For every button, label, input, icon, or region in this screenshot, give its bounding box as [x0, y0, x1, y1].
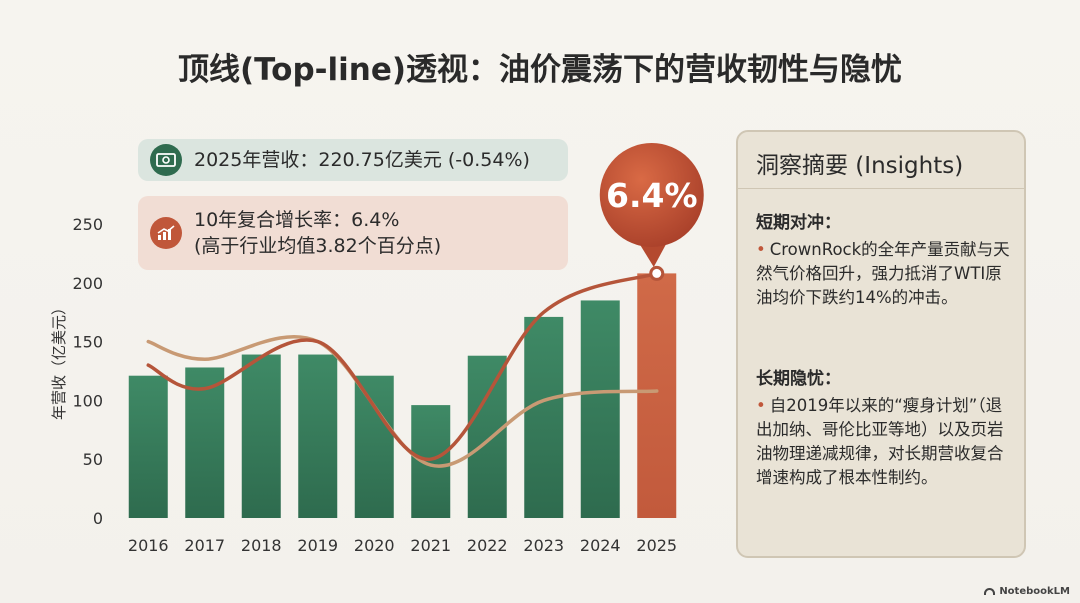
- y-tick-label: 100: [72, 391, 103, 410]
- cagr-callout: 10年复合增长率：6.4% (高于行业均值3.82个百分点): [138, 196, 568, 270]
- trend-line-2: [146, 271, 659, 461]
- page-title: 顶线(Top-line)透视：油价震荡下的营收韧性与隐忧: [177, 52, 903, 88]
- growth-chart-icon: [150, 217, 182, 249]
- big-badge-pointer: [637, 241, 668, 267]
- x-tick-label: 2016: [128, 536, 169, 555]
- x-tick-label: 2017: [184, 536, 225, 555]
- long-term-bullet-text: 自2019年以来的“瘦身计划”（退出加纳、哥伦比亚等地）以及页岩油物理递减规律，…: [756, 396, 1004, 487]
- y-tick-label: 0: [93, 509, 103, 528]
- brand-logo: NotebookLM: [984, 586, 1070, 597]
- bar-2016: [128, 375, 168, 518]
- short-term-heading: 短期对冲：: [756, 213, 841, 233]
- y-axis-label: 年营收（亿美元）: [50, 300, 68, 420]
- bar-2023: [524, 316, 564, 518]
- y-tick-label: 150: [72, 333, 103, 352]
- highlight-marker: [649, 265, 665, 281]
- bar-2017: [185, 367, 225, 518]
- x-tick-label: 2021: [410, 536, 451, 555]
- y-tick-label: 200: [72, 274, 103, 293]
- bar-2018: [241, 354, 281, 518]
- insights-divider: [738, 188, 1024, 189]
- x-tick-label: 2019: [297, 536, 338, 555]
- banknote-icon: [150, 144, 182, 176]
- short-term-bullet: • CrownRock的全年产量贡献与天然气价格回升，强力抵消了WTI原油均价下跌…: [756, 240, 1010, 307]
- insights-panel: 洞察摘要 (Insights) 短期对冲： • CrownRock的全年产量贡献与…: [736, 130, 1026, 558]
- short-term-bullet-text: CrownRock的全年产量贡献与天然气价格回升，强力抵消了WTI原油均价下跌约…: [756, 240, 1010, 307]
- big-badge-value: 6.4%: [606, 176, 698, 215]
- bar-2024: [580, 300, 620, 518]
- bar-2020: [354, 375, 394, 518]
- bar-2022: [467, 355, 507, 518]
- long-term-heading: 长期隐忧：: [756, 369, 841, 389]
- x-tick-label: 2018: [241, 536, 282, 555]
- y-tick-label: 250: [72, 215, 103, 234]
- revenue-callout-text: 2025年营收：220.75亿美元 (-0.54%): [194, 149, 530, 171]
- bar-2021: [411, 405, 451, 518]
- bar-2019: [298, 354, 338, 518]
- cagr-callout-line1: 10年复合增长率：6.4%: [194, 209, 400, 231]
- brand-name: NotebookLM: [999, 586, 1070, 597]
- notebooklm-logo-icon: [984, 588, 996, 595]
- cagr-callout-line2: (高于行业均值3.82个百分点): [194, 235, 442, 257]
- y-tick-label: 50: [83, 450, 103, 469]
- x-tick-label: 2023: [523, 536, 564, 555]
- x-tick-label: 2025: [636, 536, 677, 555]
- insights-title: 洞察摘要 (Insights): [756, 153, 964, 179]
- revenue-callout: 2025年营收：220.75亿美元 (-0.54%): [138, 139, 568, 181]
- x-tick-label: 2022: [467, 536, 508, 555]
- x-tick-label: 2020: [354, 536, 395, 555]
- big-badge-circle: [599, 143, 704, 247]
- bar-2025: [637, 273, 677, 518]
- x-tick-label: 2024: [580, 536, 621, 555]
- long-term-bullet: • 自2019年以来的“瘦身计划”（退出加纳、哥伦比亚等地）以及页岩油物理递减规律…: [756, 396, 1004, 487]
